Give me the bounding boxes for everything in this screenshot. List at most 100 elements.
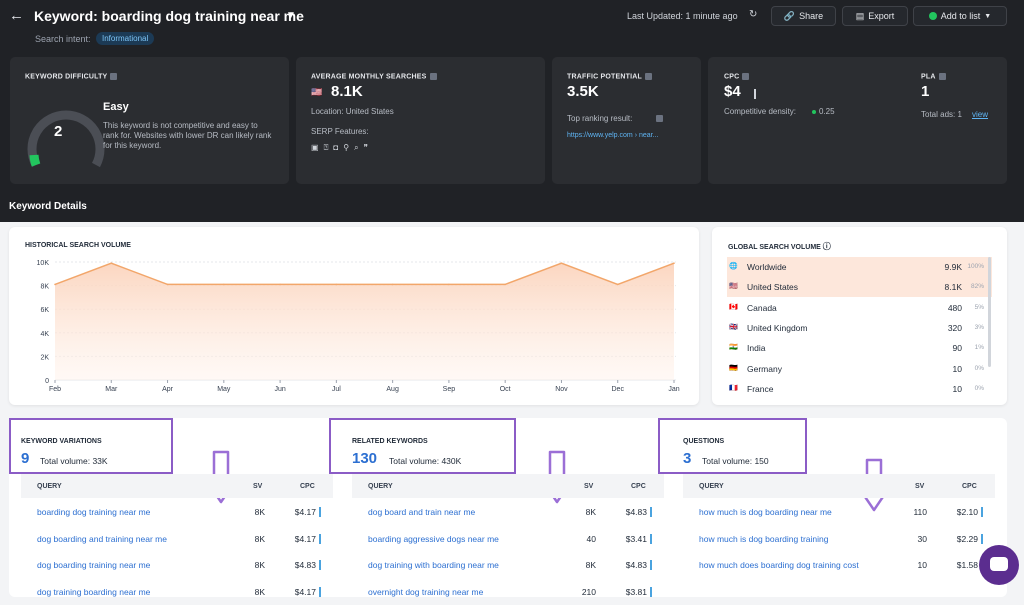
y-tick-label: 6K bbox=[40, 307, 49, 314]
column-header-cpc[interactable]: CPC bbox=[631, 483, 646, 490]
chevron-down-icon[interactable]: ▼ bbox=[286, 10, 296, 21]
data-point bbox=[166, 283, 169, 286]
info-icon[interactable] bbox=[938, 73, 946, 80]
scrollbar[interactable] bbox=[988, 257, 991, 367]
x-tick-label: May bbox=[217, 386, 231, 393]
keyword-link[interactable]: dog boarding training near me bbox=[37, 560, 151, 571]
table-row: boarding dog training near me 8K $4.17 bbox=[21, 499, 333, 525]
kd-description: This keyword is not competitive and easy… bbox=[103, 121, 272, 150]
last-updated-text: Last Updated: 1 minute ago bbox=[627, 11, 738, 21]
search-volume-cell: 8K bbox=[585, 507, 596, 517]
column-header-query[interactable]: QUERY bbox=[37, 483, 62, 490]
cpc-title: CPC bbox=[724, 73, 750, 80]
share-button[interactable]: 🔗 Share bbox=[771, 6, 836, 26]
column-header-sv[interactable]: SV bbox=[584, 483, 594, 490]
flag-icon: 🇬🇧 bbox=[729, 323, 738, 331]
chat-support-button[interactable] bbox=[979, 545, 1019, 585]
keyword-variations-count[interactable]: 9 bbox=[21, 450, 30, 467]
export-button[interactable]: ▤ Export bbox=[842, 6, 908, 26]
keyword-details-heading: Keyword Details bbox=[9, 201, 87, 212]
global-row-germany[interactable]: 🇩🇪 Germany 10 0% bbox=[727, 359, 992, 379]
global-row-united-states[interactable]: 🇺🇸 United States 8.1K 82% bbox=[727, 277, 992, 298]
column-header-sv[interactable]: SV bbox=[253, 483, 263, 490]
global-row-canada[interactable]: 🇨🇦 Canada 480 5% bbox=[727, 298, 992, 318]
info-icon[interactable] bbox=[110, 73, 118, 80]
keyword-link[interactable]: dog board and train near me bbox=[368, 507, 476, 517]
back-arrow-icon[interactable]: ← bbox=[9, 7, 24, 24]
info-icon[interactable] bbox=[742, 73, 750, 80]
add-to-list-button[interactable]: Add to list ▼ bbox=[913, 6, 1007, 26]
info-icon[interactable] bbox=[644, 73, 652, 80]
cpc-cell: $4.17 bbox=[294, 533, 316, 544]
cpc-bar-indicator bbox=[754, 89, 756, 99]
x-tick-label: Jul bbox=[332, 386, 341, 393]
keyword-link[interactable]: how much does boarding dog training cost bbox=[699, 560, 859, 571]
flag-icon: 🇨🇦 bbox=[729, 303, 738, 311]
cpc-cell: $4.83 bbox=[625, 507, 647, 517]
column-header-query[interactable]: QUERY bbox=[368, 483, 393, 490]
global-row-france[interactable]: 🇫🇷 France 10 0% bbox=[727, 379, 992, 399]
search-volume-value: 480 bbox=[947, 302, 962, 313]
info-icon[interactable]: ⓘ bbox=[822, 242, 831, 251]
global-search-volume-card: GLOBAL SEARCH VOLUME ⓘ 🌐 Worldwide 9.9K 100… bbox=[712, 227, 1007, 405]
info-icon[interactable] bbox=[656, 115, 663, 122]
keyword-link[interactable]: boarding dog training near me bbox=[37, 507, 151, 517]
table-row: how much is dog boarding near me 110 $2.10 bbox=[683, 499, 995, 525]
search-intent-badge: Informational bbox=[96, 32, 155, 45]
country-name: United Kingdom bbox=[747, 322, 808, 333]
top-ranking-url[interactable]: https://www.yelp.com › near... bbox=[567, 132, 659, 139]
cpc-bar-indicator bbox=[319, 560, 321, 571]
data-point bbox=[560, 262, 563, 264]
table-row: overnight dog training near me 210 $3.81 bbox=[352, 579, 664, 605]
keyword-link[interactable]: overnight dog training near me bbox=[368, 587, 484, 598]
link-icon: 🔗 bbox=[783, 10, 796, 21]
global-row-united-kingdom[interactable]: 🇬🇧 United Kingdom 320 3% bbox=[727, 318, 992, 338]
search-volume-value: 320 bbox=[947, 322, 962, 333]
keyword-link[interactable]: how much is dog boarding training bbox=[699, 533, 829, 544]
share-label: Share bbox=[799, 11, 824, 21]
column-header-cpc[interactable]: CPC bbox=[962, 483, 977, 490]
location-pin-icon: ⚲ bbox=[343, 143, 350, 152]
y-tick-label: 8K bbox=[40, 284, 49, 291]
share-percent: 82% bbox=[970, 283, 984, 291]
keyword-variations-table-header: QUERY SV CPC bbox=[21, 474, 333, 498]
search-volume-value: 10 bbox=[952, 363, 962, 374]
pla-title-text: PLA bbox=[921, 73, 936, 81]
column-header-cpc[interactable]: CPC bbox=[300, 483, 315, 490]
questions-count[interactable]: 3 bbox=[683, 450, 692, 467]
search-volume-cell: 8K bbox=[254, 533, 265, 544]
refresh-icon[interactable]: ↻ bbox=[749, 9, 758, 20]
keyword-link[interactable]: dog boarding and training near me bbox=[37, 533, 167, 544]
global-row-worldwide[interactable]: 🌐 Worldwide 9.9K 100% bbox=[727, 257, 992, 277]
top-ranking-label: Top ranking result: bbox=[567, 114, 633, 123]
info-icon[interactable] bbox=[429, 73, 437, 80]
global-row-india[interactable]: 🇮🇳 India 90 1% bbox=[727, 338, 992, 358]
cpc-pla-card: CPC $4 Competitive density: 0.25 PLA 1 T… bbox=[708, 57, 1007, 184]
cpc-cell: $2.10 bbox=[956, 507, 978, 517]
keyword-link[interactable]: boarding aggressive dogs near me bbox=[368, 533, 499, 544]
question-box-icon: ⍰ bbox=[323, 143, 329, 152]
questions-highlight-box bbox=[658, 418, 807, 474]
chat-icon: ❞ bbox=[363, 143, 368, 152]
search-volume-cell: 110 bbox=[913, 507, 927, 517]
x-tick-label: Dec bbox=[612, 386, 625, 393]
column-header-sv[interactable]: SV bbox=[915, 483, 925, 490]
us-flag-icon: 🇺🇸 bbox=[311, 87, 323, 97]
flag-icon: 🇫🇷 bbox=[729, 384, 738, 392]
historical-chart: 0 2K 4K 6K 8K 10K Feb Mar Apr May Jun Jul Aug Sep Oct N… bbox=[37, 260, 680, 393]
related-keywords-count[interactable]: 130 bbox=[352, 450, 378, 467]
questions-title: QUESTIONS bbox=[683, 438, 725, 445]
kd-value: 2 bbox=[54, 123, 63, 140]
keyword-link[interactable]: how much is dog boarding near me bbox=[699, 507, 832, 517]
cpc-bar-indicator bbox=[650, 533, 652, 544]
competitive-density-value: 0.25 bbox=[819, 107, 835, 116]
keyword-link[interactable]: dog training boarding near me bbox=[37, 587, 151, 598]
column-header-query[interactable]: QUERY bbox=[699, 483, 724, 490]
file-icon: ▤ bbox=[855, 10, 865, 21]
view-ads-link[interactable]: view bbox=[972, 110, 989, 119]
search-volume-cell: 8K bbox=[254, 587, 265, 598]
density-dot-icon bbox=[812, 110, 816, 114]
keyword-link[interactable]: dog training with boarding near me bbox=[368, 560, 499, 571]
pla-title: PLA bbox=[921, 73, 946, 80]
table-row: dog boarding training near me 8K $4.83 bbox=[21, 552, 333, 578]
